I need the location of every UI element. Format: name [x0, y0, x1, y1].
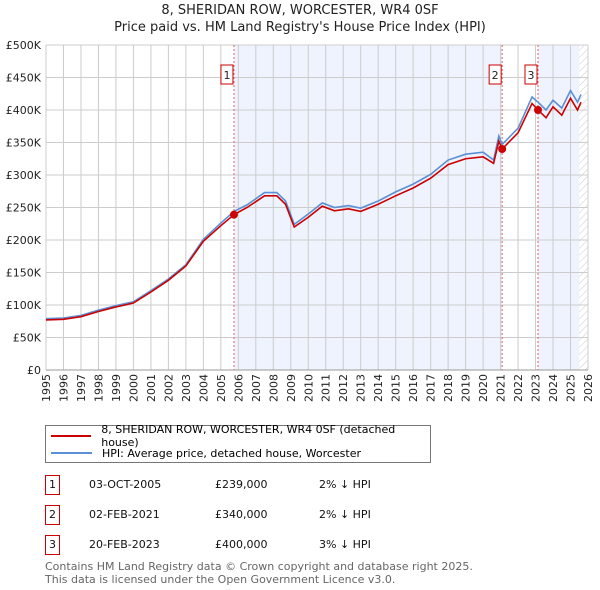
x-tick-label: 2024 [547, 374, 560, 402]
sale-row: 1 03-OCT-2005 £239,000 2% ↓ HPI [45, 475, 445, 495]
x-tick-label: 2006 [232, 374, 245, 402]
x-tick-label: 2018 [442, 374, 455, 402]
x-tick-label: 2011 [320, 374, 333, 402]
y-tick-label: £250K [6, 202, 42, 215]
x-tick-label: 2023 [530, 374, 543, 402]
sale-price: £340,000 [215, 508, 268, 521]
sale-row: 2 02-FEB-2021 £340,000 2% ↓ HPI [45, 505, 445, 525]
sale-price: £239,000 [215, 478, 268, 491]
y-tick-label: £150K [6, 267, 42, 280]
sale-point [498, 145, 507, 153]
x-tick-label: 2003 [180, 374, 193, 402]
y-tick-label: £350K [6, 137, 42, 150]
x-tick-label: 2014 [372, 374, 385, 402]
x-tick-label: 2009 [285, 374, 298, 402]
sale-point [229, 210, 238, 219]
sale-date: 02-FEB-2021 [89, 508, 160, 521]
legend: 8, SHERIDAN ROW, WORCESTER, WR4 0SF (det… [45, 423, 431, 463]
x-tick-label: 2004 [197, 374, 210, 402]
x-tick-label: 1999 [110, 374, 123, 402]
x-tick-label: 2021 [495, 374, 508, 402]
x-tick-label: 2015 [390, 374, 403, 402]
x-tick-label: 2005 [215, 374, 228, 402]
legend-swatch-blue [51, 452, 92, 454]
chart-subtitle: Price paid vs. HM Land Registry's House … [114, 20, 486, 35]
sale-number: 2 [45, 505, 60, 525]
sale-label-box [488, 64, 502, 85]
x-tick-label: 2016 [407, 374, 420, 402]
sale-point [533, 106, 542, 114]
property-price-line [45, 96, 582, 321]
sale-hpi-diff: 2% ↓ HPI [319, 478, 371, 491]
sale-date: 03-OCT-2005 [89, 478, 162, 491]
legend-item-property: 8, SHERIDAN ROW, WORCESTER, WR4 0SF (det… [51, 423, 430, 449]
y-tick-label: £50K [13, 332, 42, 345]
sale-label-box [524, 64, 538, 85]
x-tick-label: 2013 [355, 374, 368, 402]
x-tick-label: 2010 [302, 374, 315, 402]
chart-title: 8, SHERIDAN ROW, WORCESTER, WR4 0SF [161, 3, 439, 18]
legend-swatch-red [51, 435, 92, 437]
sale-label-box [220, 64, 234, 85]
sale-hpi-diff: 2% ↓ HPI [319, 508, 371, 521]
x-tick-label: 2019 [460, 374, 473, 402]
x-tick-label: 2000 [127, 374, 140, 402]
x-tick-label: 1997 [75, 374, 88, 402]
sale-label: 2 [492, 69, 499, 82]
footer: Contains HM Land Registry data © Crown c… [45, 560, 473, 586]
sale-row: 3 20-FEB-2023 £400,000 3% ↓ HPI [45, 535, 445, 555]
y-tick-label: £100K [6, 299, 42, 312]
x-tick-label: 1996 [57, 374, 70, 402]
sale-label: 3 [527, 69, 534, 82]
hpi-line [45, 88, 582, 320]
x-tick-label: 2008 [267, 374, 280, 402]
y-tick-label: £0 [27, 364, 41, 377]
y-tick-label: £450K [6, 72, 42, 85]
sale-hpi-diff: 3% ↓ HPI [319, 538, 371, 551]
price-chart: 1995 1996 1997 1998 1999 2000 2001 2002 2003 2004… [6, 39, 595, 402]
y-tick-label: £300K [6, 169, 42, 182]
x-tick-label: 2007 [250, 374, 263, 402]
x-tick-label: 2017 [425, 374, 438, 402]
y-tick-label: £200K [6, 234, 42, 247]
y-tick-label: £500K [6, 39, 42, 52]
x-tick-label: 2002 [162, 374, 175, 402]
footer-line: This data is licensed under the Open Gov… [45, 573, 396, 586]
y-tick-label: £400K [6, 104, 42, 117]
x-tick-label: 2022 [512, 374, 525, 402]
x-tick-label: 2012 [337, 374, 350, 402]
footer-line: Contains HM Land Registry data © Crown c… [45, 560, 473, 573]
x-tick-label: 2001 [145, 374, 158, 402]
sale-number: 3 [45, 535, 60, 555]
sale-price: £400,000 [215, 538, 268, 551]
legend-item-hpi: HPI: Average price, detached house, Worc… [51, 445, 361, 461]
legend-label: HPI: Average price, detached house, Worc… [102, 446, 362, 460]
sale-number: 1 [45, 475, 60, 495]
legend-label: 8, SHERIDAN ROW, WORCESTER, WR4 0SF (det… [101, 423, 396, 449]
x-tick-label: 1995 [40, 374, 53, 402]
x-tick-label: 2020 [477, 374, 490, 402]
x-tick-label: 2026 [582, 374, 595, 402]
sale-date: 20-FEB-2023 [89, 538, 160, 551]
sale-label: 1 [223, 69, 230, 82]
x-tick-label: 1998 [92, 374, 105, 402]
x-tick-label: 2025 [565, 374, 578, 402]
